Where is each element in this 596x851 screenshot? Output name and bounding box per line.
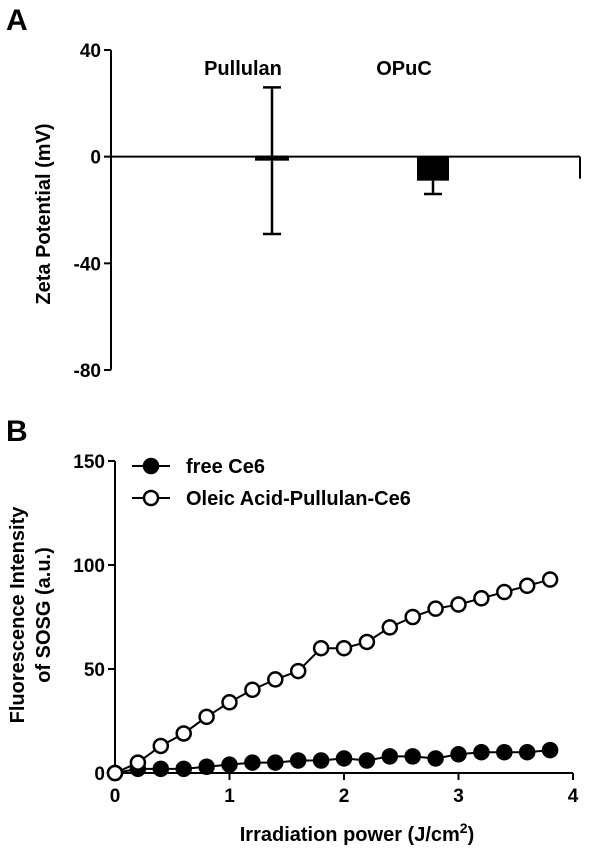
- chart-b-ylabel-line1: Fluorescence Intensity: [7, 506, 29, 724]
- chart-b-point-free-ce6: [381, 748, 399, 765]
- chart-b-xtick-label: 1: [224, 786, 235, 807]
- chart-b-point-free-ce6: [473, 743, 490, 761]
- chart-b-point-free-ce6: [450, 746, 467, 763]
- chart-b-legend-label: Oleic Acid-Pullulan-Ce6: [186, 488, 411, 510]
- chart-b-point-free-ce6: [198, 758, 215, 776]
- chart-b-xtick-label: 4: [568, 786, 579, 807]
- chart-b-point-free-ce6: [518, 743, 536, 761]
- chart-b-point-oleic-acid-pullulan-ce6: [267, 671, 284, 688]
- chart-a-bar: [417, 156, 449, 181]
- chart-b-legend: free Ce6 Oleic Acid-Pullulan-Ce6: [132, 456, 411, 510]
- chart-a-yticks: 40 0 -40 -80: [74, 41, 581, 382]
- chart-b-point-oleic-acid-pullulan-ce6: [221, 694, 238, 711]
- chart-b-point-free-ce6: [221, 756, 238, 773]
- chart-b-point-oleic-acid-pullulan-ce6: [541, 571, 559, 588]
- sosg-fluorescence-chart: Fluorescence Intensity of SOSG (a.u.) Ir…: [7, 452, 579, 846]
- chart-a-ytick-label: -80: [74, 361, 101, 382]
- chart-b-ylabel-line2: of SOSG (a.u.): [33, 547, 55, 683]
- chart-b-point-free-ce6: [289, 752, 307, 769]
- chart-b-point-oleic-acid-pullulan-ce6: [496, 583, 513, 601]
- chart-b-point-oleic-acid-pullulan-ce6: [335, 639, 353, 657]
- chart-b-point-free-ce6: [541, 741, 559, 759]
- chart-b-point-oleic-acid-pullulan-ce6: [198, 708, 215, 726]
- chart-b-point-oleic-acid-pullulan-ce6: [106, 764, 124, 782]
- chart-b-point-free-ce6: [152, 760, 170, 778]
- chart-b-xlabel-sup: 2: [460, 820, 468, 836]
- chart-b-point-oleic-acid-pullulan-ce6: [473, 590, 490, 607]
- chart-b-xlabel: Irradiation power (J/cm2): [240, 820, 475, 846]
- chart-b-point-free-ce6: [312, 752, 330, 769]
- chart-b-xlabel-end: ): [468, 824, 475, 846]
- chart-a-ytick-label: -40: [74, 254, 101, 275]
- chart-b-legend-label: free Ce6: [186, 456, 265, 478]
- chart-b-xlabel-main: Irradiation power (J/cm: [240, 824, 460, 846]
- chart-b-series: [106, 571, 559, 782]
- chart-b-point-oleic-acid-pullulan-ce6: [427, 600, 444, 617]
- chart-a-marks: Pullulan OPuC: [204, 58, 449, 236]
- chart-b-ytick-label: 150: [73, 452, 105, 473]
- chart-a-ytick-label: 0: [90, 148, 101, 169]
- chart-b-point-free-ce6: [244, 754, 261, 771]
- chart-b-point-oleic-acid-pullulan-ce6: [175, 725, 192, 742]
- chart-a-ylabel: Zeta Potential (mV): [33, 123, 55, 304]
- chart-b-legend-marker: [142, 457, 160, 475]
- chart-b-point-oleic-acid-pullulan-ce6: [289, 662, 307, 680]
- chart-b-point-oleic-acid-pullulan-ce6: [358, 633, 376, 651]
- chart-b-xtick-label: 3: [453, 786, 464, 807]
- chart-b-point-free-ce6: [175, 760, 192, 778]
- chart-b-point-free-ce6: [496, 743, 513, 761]
- chart-a-category-label: OPuC: [376, 58, 432, 80]
- chart-b-point-oleic-acid-pullulan-ce6: [518, 577, 536, 595]
- chart-b-ytick-label: 50: [84, 660, 105, 681]
- chart-b-point-oleic-acid-pullulan-ce6: [129, 754, 147, 771]
- chart-b-xtick-label: 2: [339, 786, 350, 807]
- chart-b-point-oleic-acid-pullulan-ce6: [312, 639, 330, 657]
- chart-b-xtick-label: 0: [110, 786, 121, 807]
- chart-b-point-free-ce6: [267, 754, 284, 771]
- chart-b-point-oleic-acid-pullulan-ce6: [381, 619, 399, 636]
- chart-b-legend-marker: [142, 489, 160, 507]
- chart-b-ytick-label: 100: [73, 556, 105, 577]
- panel-b-label: B: [6, 415, 28, 448]
- panel-a-label: A: [6, 4, 28, 37]
- chart-b-ytick-label: 0: [94, 764, 105, 785]
- chart-b-point-oleic-acid-pullulan-ce6: [404, 608, 421, 626]
- chart-b-point-free-ce6: [404, 748, 421, 765]
- chart-b-point-free-ce6: [335, 750, 353, 767]
- chart-b-point-free-ce6: [427, 750, 444, 767]
- chart-b-point-oleic-acid-pullulan-ce6: [244, 681, 261, 699]
- chart-b-point-free-ce6: [358, 752, 376, 769]
- chart-a-category-label: Pullulan: [204, 58, 282, 80]
- chart-b-point-oleic-acid-pullulan-ce6: [152, 737, 170, 755]
- chart-b-point-oleic-acid-pullulan-ce6: [450, 596, 467, 613]
- chart-a-ytick-label: 40: [80, 41, 101, 62]
- zeta-potential-chart: Zeta Potential (mV) 40 0 -40 -80 Pullulan OP…: [33, 41, 581, 382]
- chart-b-series-line-oleic-acid-pullulan-ce6: [114, 578, 551, 774]
